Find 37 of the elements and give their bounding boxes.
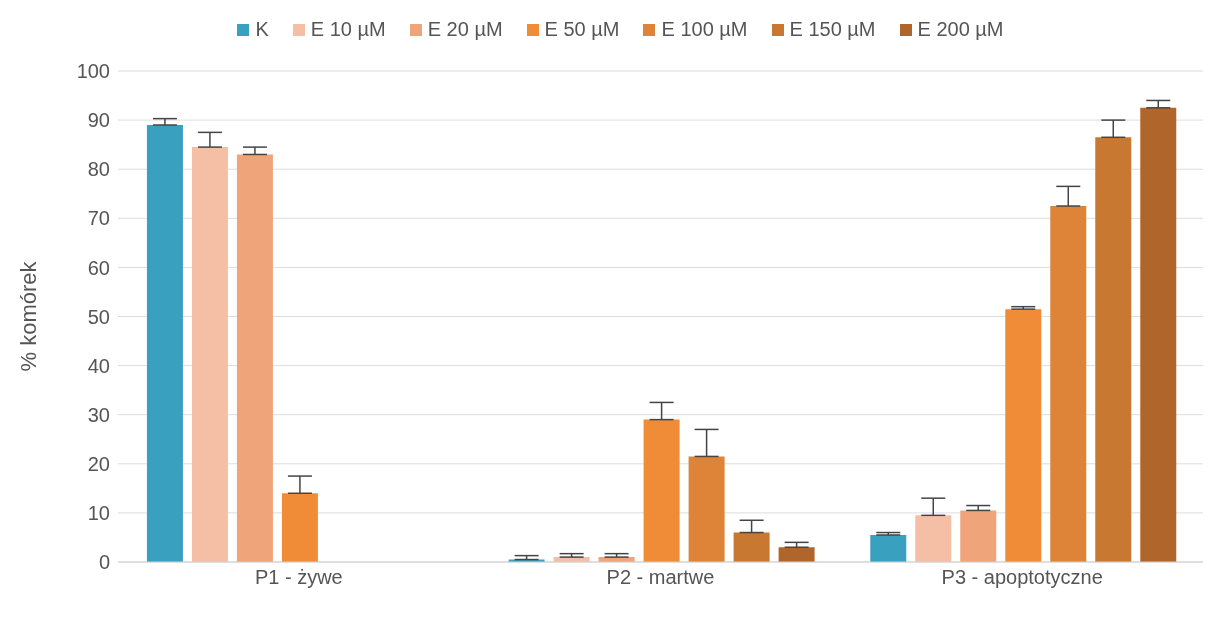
legend-label: K [254, 18, 269, 41]
bar [870, 535, 907, 562]
y-tick-label: 30 [87, 403, 110, 426]
bar [1095, 137, 1132, 562]
bar [643, 419, 680, 562]
bar [915, 515, 952, 562]
y-tick-label: 40 [87, 354, 110, 377]
legend-label: E 100 µM [660, 18, 748, 41]
legend-label: E 150 µM [788, 18, 876, 41]
bar [778, 547, 815, 562]
legend-label: E 50 µM [543, 18, 620, 41]
legend-label: E 10 µM [309, 18, 386, 41]
bar [146, 125, 183, 562]
bar [688, 456, 725, 562]
legend-label: E 200 µM [916, 18, 1004, 41]
bar [281, 493, 318, 562]
y-tick-label: 60 [87, 256, 110, 279]
bar [1050, 206, 1087, 562]
y-tick-label: 50 [87, 305, 110, 328]
bar [733, 532, 770, 562]
y-tick-label: 90 [87, 109, 110, 132]
bar [1005, 309, 1042, 562]
y-tick-label: 0 [98, 551, 110, 574]
x-tick-label: P3 - apoptotyczne [941, 566, 1103, 589]
legend-label: E 20 µM [426, 18, 503, 41]
bar [191, 147, 228, 562]
y-tick-label: 100 [76, 60, 110, 83]
y-tick-label: 20 [87, 452, 110, 475]
bar [236, 154, 273, 562]
y-tick-label: 80 [87, 158, 110, 181]
y-axis-title: % komórek [15, 260, 41, 372]
bar [1140, 107, 1177, 562]
x-tick-label: P2 - martwe [606, 566, 715, 589]
y-tick-label: 70 [87, 207, 110, 230]
y-tick-label: 10 [87, 502, 110, 524]
x-tick-label: P1 - żywe [254, 566, 343, 589]
bar [960, 510, 997, 562]
